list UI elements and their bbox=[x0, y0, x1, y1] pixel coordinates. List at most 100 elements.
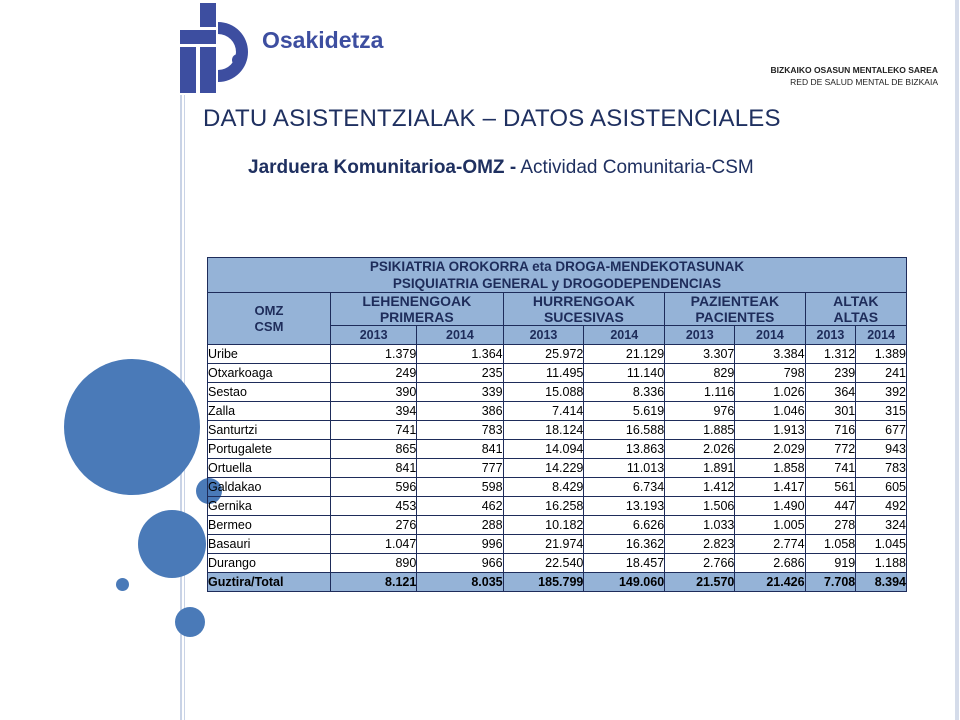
table-row: Zalla 394 386 7.414 5.619 976 1.046 301 315 bbox=[207, 401, 907, 421]
value-cell: 1.379 bbox=[329, 344, 418, 364]
value-cell: 339 bbox=[416, 382, 504, 402]
value-cell: 278 bbox=[804, 515, 857, 535]
value-cell: 841 bbox=[416, 439, 504, 459]
value-cell: 21.426 bbox=[734, 572, 806, 592]
value-cell: 13.193 bbox=[583, 496, 666, 516]
value-cell: 1.417 bbox=[734, 477, 806, 497]
page-title: DATU ASISTENTZIALAK – DATOS ASISTENCIALE… bbox=[203, 105, 781, 132]
value-cell: 2.766 bbox=[664, 553, 736, 573]
value-cell: 364 bbox=[804, 382, 857, 402]
value-cell: 2.686 bbox=[734, 553, 806, 573]
value-cell: 943 bbox=[855, 439, 907, 459]
value-cell: 239 bbox=[804, 363, 857, 383]
value-cell: 6.734 bbox=[583, 477, 666, 497]
value-cell: 8.121 bbox=[329, 572, 418, 592]
page-subtitle: Jarduera Komunitarioa-OMZ - Actividad Co… bbox=[248, 157, 754, 179]
decor-circle-tiny bbox=[116, 578, 129, 591]
value-cell: 1.364 bbox=[416, 344, 504, 364]
value-cell: 2.026 bbox=[664, 439, 736, 459]
value-cell: 3.384 bbox=[734, 344, 806, 364]
table-row: Basauri 1.047 996 21.974 16.362 2.823 2.774 1.0… bbox=[207, 534, 907, 554]
value-cell: 18.124 bbox=[502, 420, 585, 440]
row-label-cell: Zalla bbox=[207, 401, 331, 421]
value-cell: 1.389 bbox=[855, 344, 907, 364]
row-label-cell: Portugalete bbox=[207, 439, 331, 459]
value-cell: 7.414 bbox=[502, 401, 585, 421]
table-row: Sestao 390 339 15.088 8.336 1.116 1.026 364 392 bbox=[207, 382, 907, 402]
year-header-cell: 2013 bbox=[804, 325, 857, 345]
value-cell: 16.588 bbox=[583, 420, 666, 440]
value-cell: 324 bbox=[855, 515, 907, 535]
value-cell: 777 bbox=[416, 458, 504, 478]
osakidetza-logo bbox=[180, 0, 400, 95]
row-label-cell: Santurtzi bbox=[207, 420, 331, 440]
value-cell: 16.258 bbox=[502, 496, 585, 516]
table-row: Gernika 453 462 16.258 13.193 1.506 1.490 447 49… bbox=[207, 496, 907, 516]
value-cell: 1.045 bbox=[855, 534, 907, 554]
row-header-cell: OMZ CSM bbox=[207, 292, 331, 345]
value-cell: 8.429 bbox=[502, 477, 585, 497]
group-label-basque: ALTAK bbox=[833, 293, 879, 309]
value-cell: 1.188 bbox=[855, 553, 907, 573]
value-cell: 2.774 bbox=[734, 534, 806, 554]
value-cell: 1.047 bbox=[329, 534, 418, 554]
value-cell: 15.088 bbox=[502, 382, 585, 402]
table-header-spanish: PSIQUIATRIA GENERAL y DROGODEPENDENCIAS bbox=[392, 276, 722, 291]
value-cell: 13.863 bbox=[583, 439, 666, 459]
table-row: Portugalete 865 841 14.094 13.863 2.026 2.029 7… bbox=[207, 439, 907, 459]
value-cell: 462 bbox=[416, 496, 504, 516]
group-header-pacientes: PAZIENTEAK PACIENTES bbox=[664, 292, 806, 326]
value-cell: 798 bbox=[734, 363, 806, 383]
value-cell: 1.412 bbox=[664, 477, 736, 497]
value-cell: 276 bbox=[329, 515, 418, 535]
year-header-cell: 2014 bbox=[734, 325, 806, 345]
table-main-header: PSIKIATRIA OROKORRA eta DROGA-MENDEKOTAS… bbox=[207, 257, 907, 293]
group-label-spanish: PACIENTES bbox=[695, 309, 775, 325]
value-cell: 829 bbox=[664, 363, 736, 383]
decor-circle-medium bbox=[138, 510, 206, 578]
row-label-cell: Basauri bbox=[207, 534, 331, 554]
value-cell: 386 bbox=[416, 401, 504, 421]
value-cell: 18.457 bbox=[583, 553, 666, 573]
org-name-basque: BIZKAIKO OSASUN MENTALEKO SAREA bbox=[770, 65, 939, 75]
value-cell: 783 bbox=[855, 458, 907, 478]
left-divider-line-thin bbox=[184, 0, 185, 720]
left-divider-line bbox=[180, 0, 182, 720]
value-cell: 598 bbox=[416, 477, 504, 497]
value-cell: 11.013 bbox=[583, 458, 666, 478]
logo-wordmark: Osakidetza bbox=[262, 27, 384, 53]
value-cell: 185.799 bbox=[502, 572, 585, 592]
value-cell: 10.182 bbox=[502, 515, 585, 535]
value-cell: 919 bbox=[804, 553, 857, 573]
value-cell: 1.506 bbox=[664, 496, 736, 516]
table-total-row: Guztira/Total 8.121 8.035 185.799 149.060 21.… bbox=[207, 572, 907, 592]
value-cell: 561 bbox=[804, 477, 857, 497]
table-row: Bermeo 276 288 10.182 6.626 1.033 1.005 278 324 bbox=[207, 515, 907, 535]
value-cell: 21.974 bbox=[502, 534, 585, 554]
year-header-cell: 2014 bbox=[855, 325, 907, 345]
value-cell: 6.626 bbox=[583, 515, 666, 535]
osakidetza-logo-icon bbox=[180, 0, 400, 95]
activity-table: PSIKIATRIA OROKORRA eta DROGA-MENDEKOTAS… bbox=[207, 257, 908, 592]
value-cell: 7.708 bbox=[804, 572, 857, 592]
value-cell: 677 bbox=[855, 420, 907, 440]
value-cell: 392 bbox=[855, 382, 907, 402]
value-cell: 11.140 bbox=[583, 363, 666, 383]
row-label-cell: Guztira/Total bbox=[207, 572, 331, 592]
value-cell: 772 bbox=[804, 439, 857, 459]
decor-circle-large bbox=[64, 359, 200, 495]
value-cell: 2.823 bbox=[664, 534, 736, 554]
row-header-spanish: CSM bbox=[254, 318, 284, 334]
row-label-cell: Otxarkoaga bbox=[207, 363, 331, 383]
value-cell: 976 bbox=[664, 401, 736, 421]
value-cell: 14.094 bbox=[502, 439, 585, 459]
value-cell: 2.029 bbox=[734, 439, 806, 459]
table-row: Otxarkoaga 249 235 11.495 11.140 829 798 239 241 bbox=[207, 363, 907, 383]
value-cell: 492 bbox=[855, 496, 907, 516]
row-label-cell: Sestao bbox=[207, 382, 331, 402]
value-cell: 8.336 bbox=[583, 382, 666, 402]
value-cell: 841 bbox=[329, 458, 418, 478]
value-cell: 996 bbox=[416, 534, 504, 554]
group-label-basque: HURRENGOAK bbox=[532, 293, 635, 309]
group-header-altas: ALTAK ALTAS bbox=[804, 292, 908, 326]
